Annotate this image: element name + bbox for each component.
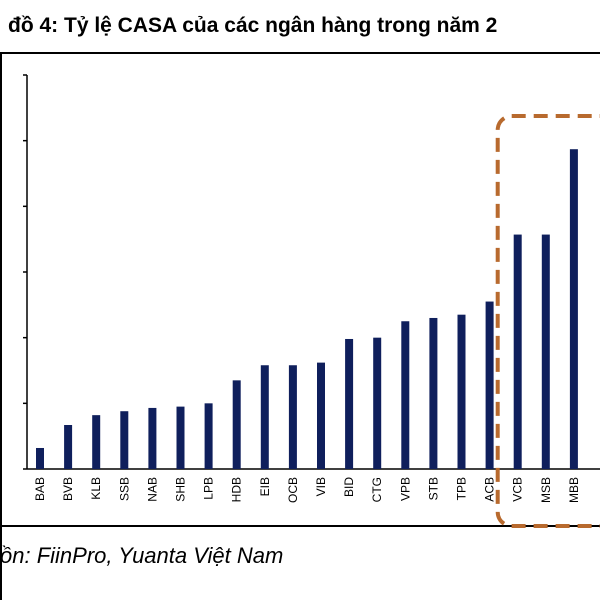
- x-tick-label: BAB: [33, 477, 47, 501]
- x-tick-label: NAB: [145, 477, 159, 502]
- x-tick-label: VIB: [314, 477, 328, 496]
- bar-ssb: [120, 411, 129, 469]
- bar-stb: [429, 317, 438, 469]
- x-tick-label: EIB: [258, 477, 272, 496]
- bar-bid: [345, 338, 354, 469]
- highlight-box: [495, 114, 600, 528]
- x-tick-label: TPB: [455, 477, 469, 500]
- bar-nab: [148, 407, 157, 469]
- x-tick-label: VCB: [511, 477, 525, 502]
- frame-top-border: [0, 52, 600, 54]
- bar-tpb: [457, 314, 466, 469]
- x-tick-label: VPB: [398, 477, 412, 501]
- bar-vib: [317, 362, 325, 469]
- frame-left-border: [0, 52, 2, 600]
- source-note: ồn: FiinPro, Yuanta Việt Nam: [0, 543, 284, 568]
- bar-bvb: [64, 425, 73, 469]
- bar-vcb: [513, 234, 522, 469]
- bar-mbb: [569, 149, 578, 469]
- x-tick-label: HDB: [230, 477, 244, 502]
- bar-shb: [176, 406, 185, 469]
- bar-vpb: [401, 321, 410, 469]
- x-tick-label: OCB: [286, 477, 300, 503]
- bar-msb: [541, 234, 550, 469]
- x-tick-label: CTG: [370, 477, 384, 502]
- x-tick-label: SSB: [117, 477, 131, 501]
- x-tick-label: STB: [426, 477, 440, 500]
- frame-bottom-border: [0, 525, 600, 527]
- x-tick-label: BVB: [61, 477, 75, 501]
- x-tick-label: MBB: [567, 477, 581, 503]
- bar-eib: [260, 365, 269, 469]
- bar-lpb: [204, 403, 213, 469]
- x-tick-label: SHB: [174, 477, 188, 502]
- bar-hdb: [232, 380, 241, 469]
- bar-klb: [92, 415, 101, 469]
- x-tick-label: KLB: [89, 477, 103, 500]
- bar-acb: [485, 301, 494, 469]
- bar-bab: [36, 447, 44, 469]
- bar-ctg: [373, 337, 382, 469]
- x-tick-label: BID: [342, 477, 356, 497]
- bar-ocb: [288, 365, 297, 469]
- x-tick-label: LPB: [202, 477, 216, 500]
- x-tick-label: MSB: [539, 477, 553, 503]
- x-tick-label: ACB: [483, 477, 497, 502]
- chart-title: đồ 4: Tỷ lệ CASA của các ngân hàng trong…: [8, 14, 498, 37]
